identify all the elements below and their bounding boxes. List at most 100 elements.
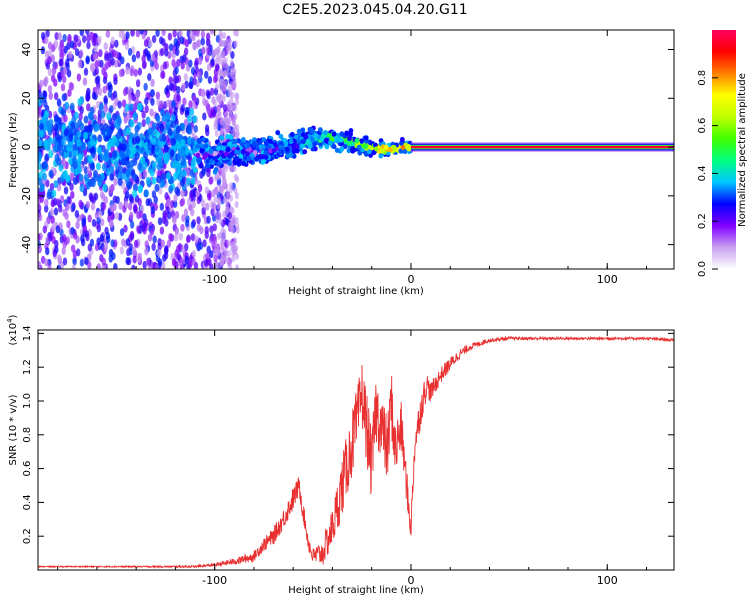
heatmap-cell <box>217 57 222 65</box>
heatmap-cell <box>181 214 186 223</box>
heatmap-cell <box>189 208 195 217</box>
heatmap-cell <box>139 30 144 35</box>
heatmap-cell <box>94 60 99 69</box>
heatmap-cell <box>367 145 373 151</box>
heatmap-cell <box>75 221 80 230</box>
heatmap-frame <box>37 29 675 270</box>
heatmap-cell <box>203 143 209 149</box>
heatmap-cell <box>240 141 246 147</box>
heatmap-cell <box>61 93 67 102</box>
heatmap-cell <box>224 183 229 191</box>
heatmap-cell <box>207 192 212 201</box>
heatmap-cell <box>48 233 53 242</box>
heatmap-cell <box>176 162 182 171</box>
heatmap-cell <box>300 127 306 133</box>
heatmap-cell <box>50 215 55 224</box>
heatmap-cell <box>47 188 53 197</box>
heatmap-cell <box>141 61 147 70</box>
heatmap-cell <box>64 212 69 221</box>
heatmap-cell <box>76 73 82 82</box>
heatmap-cell <box>359 138 364 144</box>
heatmap-cell <box>178 232 183 241</box>
heatmap-cell <box>159 123 165 132</box>
heatmap-cell <box>72 257 77 266</box>
heatmap-cell <box>301 138 307 144</box>
heatmap-cell <box>219 85 224 93</box>
heatmap-cell <box>182 97 187 106</box>
heatmap-cell <box>47 41 53 50</box>
heatmap-cell <box>48 150 54 159</box>
heatmap-cell <box>228 111 233 119</box>
heatmap-cell <box>68 157 74 166</box>
heatmap-cell <box>230 244 235 252</box>
heatmap-cell <box>399 136 405 143</box>
heatmap-cell <box>106 112 112 121</box>
heatmap-cell <box>218 78 223 86</box>
heatmap-cell <box>57 254 62 263</box>
heatmap-cell <box>164 152 170 161</box>
heatmap-cell <box>134 124 140 133</box>
snr-series-line <box>38 335 674 569</box>
heatmap-cell <box>74 48 80 57</box>
heatmap-cell <box>132 112 138 121</box>
heatmap-x-axis-label: Height of straight line (km) <box>288 286 424 297</box>
heatmap-cell <box>221 40 226 48</box>
heatmap-cell <box>38 233 41 242</box>
heatmap-cell <box>143 189 149 198</box>
heatmap-cell <box>228 164 233 172</box>
colorbar-label: Normalized spectral amplitude <box>737 73 748 227</box>
heatmap-cell <box>121 143 127 152</box>
heatmap-cell <box>180 138 186 147</box>
heatmap-cell <box>67 88 72 97</box>
heatmap-cell <box>211 109 217 118</box>
heatmap-cell <box>350 146 355 152</box>
heatmap-cell <box>88 192 94 201</box>
heatmap-cell <box>86 41 91 50</box>
heatmap-cell <box>215 112 220 120</box>
heatmap-cell <box>179 36 185 45</box>
heatmap-cell <box>119 246 125 255</box>
heatmap-cell <box>166 198 171 207</box>
heatmap-cell <box>39 95 45 104</box>
heatmap-cell <box>213 48 218 56</box>
heatmap-cell <box>38 123 44 132</box>
heatmap-cell <box>54 239 59 248</box>
heatmap-cell <box>61 108 67 117</box>
heatmap-cell <box>224 208 229 216</box>
snr-plot-area <box>38 335 674 569</box>
heatmap-cell <box>160 239 166 248</box>
heatmap-cell <box>141 223 146 232</box>
heatmap-cell <box>141 54 146 63</box>
heatmap-cell <box>199 148 205 154</box>
heatmap-cell <box>97 134 103 143</box>
heatmap-cell <box>63 45 68 54</box>
heatmap-cell <box>167 127 173 136</box>
heatmap-cell <box>406 146 412 152</box>
heatmap-cell <box>87 155 93 164</box>
heatmap-cell <box>133 68 138 77</box>
heatmap-cell <box>53 180 59 189</box>
heatmap-cell <box>153 195 158 204</box>
heatmap-cell <box>138 210 144 219</box>
heatmap-cell <box>59 43 65 52</box>
colorbar-tick-label: 0.4 <box>697 165 708 181</box>
heatmap-cell <box>190 66 196 75</box>
heatmap-cell <box>141 110 146 119</box>
heatmap-cell <box>303 134 309 140</box>
heatmap-cell <box>115 114 121 123</box>
heatmap-cell <box>145 198 150 207</box>
heatmap-cell <box>160 47 165 56</box>
heatmap-cell <box>93 52 98 61</box>
heatmap-cell <box>213 264 218 269</box>
heatmap-cell <box>225 257 230 265</box>
heatmap-cell <box>137 252 142 261</box>
heatmap-cell <box>309 129 315 135</box>
heatmap-cell <box>338 137 344 143</box>
heatmap-cell <box>180 189 185 198</box>
heatmap-cell <box>101 202 107 211</box>
heatmap-cell <box>157 258 163 267</box>
heatmap-cell <box>94 76 100 85</box>
heatmap-cell <box>55 225 61 234</box>
heatmap-cell <box>45 119 51 128</box>
heatmap-cell <box>99 234 105 243</box>
